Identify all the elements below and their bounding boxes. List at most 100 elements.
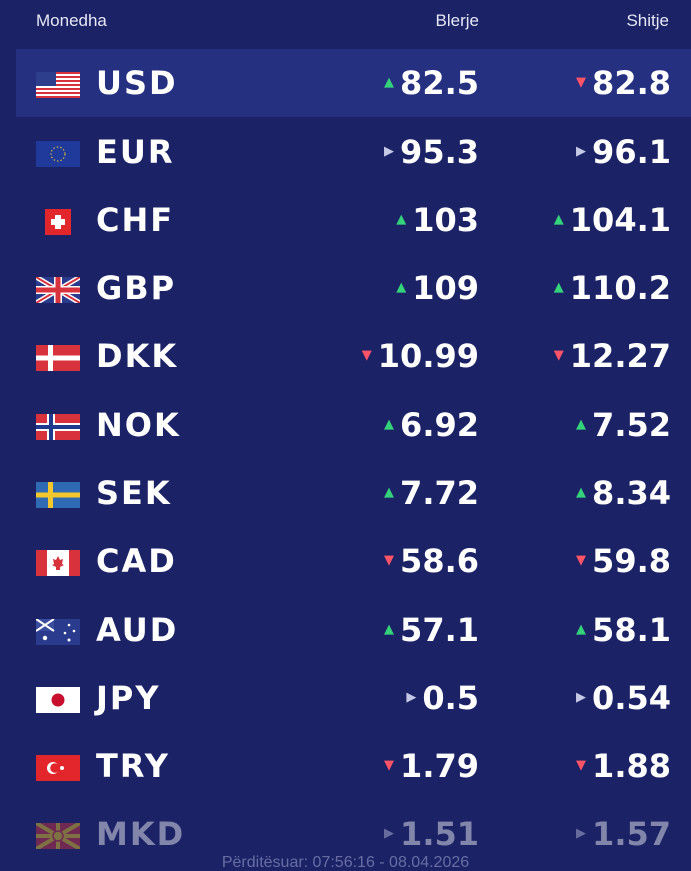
- buy-rate: ▲ 57.1: [384, 610, 479, 650]
- currency-code: JPY: [96, 679, 161, 717]
- buy-rate: ▲ 109: [396, 268, 479, 308]
- buy-rate: ▶ 95.3: [384, 132, 479, 172]
- sell-column-header: Shitje: [626, 11, 669, 30]
- trend-up-icon: ▲: [384, 75, 395, 90]
- sell-rate: ▼ 12.27: [554, 336, 671, 376]
- dk-flag-icon: [36, 345, 80, 371]
- trend-down-icon: ▼: [576, 758, 587, 773]
- buy-value: 58.6: [400, 542, 479, 580]
- sell-rate: ▼ 82.8: [576, 63, 671, 103]
- sell-value: 1.57: [592, 815, 671, 853]
- last-updated-text: Përditësuar: 07:56:16 - 08.04.2026: [221, 854, 470, 871]
- sell-rate: ▼ 1.88: [576, 746, 671, 786]
- ch-flag-icon: [36, 209, 80, 235]
- buy-value: 6.92: [400, 406, 479, 444]
- currency-code: DKK: [96, 337, 179, 375]
- currency-code: AUD: [96, 611, 179, 649]
- trend-down-icon: ▼: [384, 553, 395, 568]
- mk-flag-icon: [36, 823, 80, 849]
- trend-same-icon: ▶: [576, 690, 587, 705]
- buy-rate: ▲ 103: [396, 200, 479, 240]
- eu-flag-icon: [36, 141, 80, 167]
- buy-value: 1.79: [400, 747, 479, 785]
- trend-down-icon: ▼: [576, 553, 587, 568]
- sell-value: 96.1: [592, 133, 671, 171]
- buy-value: 57.1: [400, 611, 479, 649]
- currency-row-gbp[interactable]: GBP ▲ 109 ▲ 110.2: [16, 254, 691, 322]
- trend-down-icon: ▼: [576, 75, 587, 90]
- currency-row-usd[interactable]: USD ▲ 82.5 ▼ 82.8: [16, 49, 691, 117]
- se-flag-icon: [36, 482, 80, 508]
- buy-rate: ▶ 1.51: [384, 814, 479, 854]
- trend-same-icon: ▶: [406, 690, 417, 705]
- trend-up-icon: ▲: [384, 622, 395, 637]
- currency-code: GBP: [96, 269, 177, 307]
- buy-value: 103: [412, 201, 479, 239]
- currency-row-cad[interactable]: CAD ▼ 58.6 ▼ 59.8: [16, 527, 691, 595]
- buy-value: 95.3: [400, 133, 479, 171]
- trend-up-icon: ▲: [396, 280, 407, 295]
- currency-row-chf[interactable]: CHF ▲ 103 ▲ 104.1: [16, 186, 691, 254]
- sell-rate: ▼ 59.8: [576, 541, 671, 581]
- buy-value: 10.99: [377, 337, 479, 375]
- sell-value: 8.34: [592, 474, 671, 512]
- currency-code: CHF: [96, 201, 175, 239]
- table-header: Monedha Blerje Shitje: [0, 0, 691, 46]
- currency-code: CAD: [96, 542, 177, 580]
- trend-up-icon: ▲: [384, 485, 395, 500]
- sell-value: 110.2: [569, 269, 671, 307]
- sell-rate: ▲ 58.1: [576, 610, 671, 650]
- ca-flag-icon: [36, 550, 80, 576]
- currency-row-aud[interactable]: AUD ▲ 57.1 ▲ 58.1: [16, 596, 691, 664]
- currency-code: MKD: [96, 815, 186, 853]
- currency-code: NOK: [96, 406, 181, 444]
- gb-flag-icon: [36, 277, 80, 303]
- currency-row-try[interactable]: TRY ▼ 1.79 ▼ 1.88: [16, 732, 691, 800]
- currency-row-sek[interactable]: SEK ▲ 7.72 ▲ 8.34: [16, 459, 691, 527]
- buy-column-header: Blerje: [435, 11, 479, 30]
- tr-flag-icon: [36, 755, 80, 781]
- trend-same-icon: ▶: [384, 826, 395, 841]
- currency-code: EUR: [96, 133, 175, 171]
- buy-rate: ▲ 6.92: [384, 405, 479, 445]
- buy-rate: ▲ 82.5: [384, 63, 479, 103]
- trend-up-icon: ▲: [396, 212, 407, 227]
- currency-code: SEK: [96, 474, 172, 512]
- no-flag-icon: [36, 414, 80, 440]
- buy-rate: ▼ 58.6: [384, 541, 479, 581]
- trend-down-icon: ▼: [361, 348, 372, 363]
- currency-column-header: Monedha: [36, 11, 107, 30]
- currency-code: TRY: [96, 747, 170, 785]
- trend-up-icon: ▲: [553, 212, 564, 227]
- currency-row-nok[interactable]: NOK ▲ 6.92 ▲ 7.52: [16, 391, 691, 459]
- trend-up-icon: ▲: [384, 417, 395, 432]
- trend-same-icon: ▶: [576, 144, 587, 159]
- buy-rate: ▶ 0.5: [406, 678, 479, 718]
- jp-flag-icon: [36, 687, 80, 713]
- sell-value: 58.1: [592, 611, 671, 649]
- us-flag-icon: [36, 72, 80, 98]
- sell-value: 1.88: [592, 747, 671, 785]
- currency-row-mkd[interactable]: MKD ▶ 1.51 ▶ 1.57: [16, 800, 691, 868]
- buy-rate: ▼ 10.99: [362, 336, 479, 376]
- sell-rate: ▶ 96.1: [576, 132, 671, 172]
- au-flag-icon: [36, 619, 80, 645]
- sell-value: 12.27: [569, 337, 671, 375]
- trend-same-icon: ▶: [384, 144, 395, 159]
- trend-up-icon: ▲: [576, 485, 587, 500]
- buy-rate: ▼ 1.79: [384, 746, 479, 786]
- sell-rate: ▲ 7.52: [576, 405, 671, 445]
- sell-value: 7.52: [592, 406, 671, 444]
- sell-value: 104.1: [569, 201, 671, 239]
- sell-rate: ▲ 104.1: [554, 200, 671, 240]
- currency-row-dkk[interactable]: DKK ▼ 10.99 ▼ 12.27: [16, 322, 691, 390]
- sell-rate: ▲ 8.34: [576, 473, 671, 513]
- currency-row-eur[interactable]: EUR ▶ 95.3 ▶ 96.1: [16, 118, 691, 186]
- buy-value: 0.5: [422, 679, 479, 717]
- buy-value: 82.5: [400, 64, 479, 102]
- trend-same-icon: ▶: [576, 826, 587, 841]
- buy-value: 7.72: [400, 474, 479, 512]
- buy-value: 1.51: [400, 815, 479, 853]
- sell-rate: ▶ 1.57: [576, 814, 671, 854]
- currency-row-jpy[interactable]: JPY ▶ 0.5 ▶ 0.54: [16, 664, 691, 732]
